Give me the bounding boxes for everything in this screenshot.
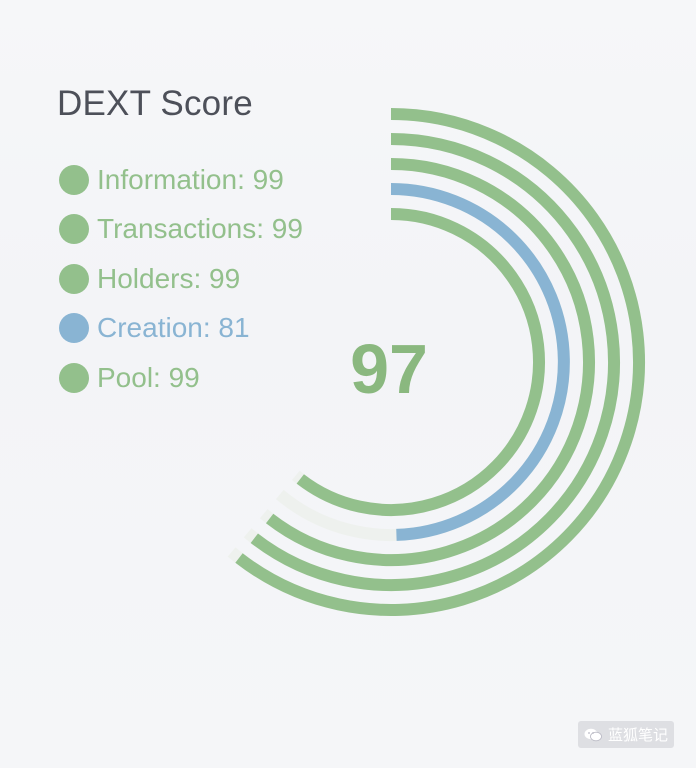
ring-bar-holders — [265, 158, 595, 566]
legend-item-creation: Creation: 81 — [59, 304, 303, 354]
chart-legend: Information: 99 Transactions: 99 Holders: … — [59, 155, 303, 403]
total-score-value: 97 — [350, 330, 428, 408]
ring-bar-pool — [296, 208, 545, 516]
watermark-text: 蓝狐笔记 — [607, 726, 668, 744]
legend-item-information: Information: 99 — [59, 155, 303, 205]
legend-dot — [59, 214, 89, 245]
ring-bar-transactions — [250, 133, 620, 591]
wechat-icon — [584, 728, 602, 741]
chart-title: DEXT Score — [57, 84, 253, 123]
legend-item-pool: Pool: 99 — [59, 353, 303, 403]
legend-dot — [59, 313, 89, 344]
legend-dot — [59, 164, 89, 195]
legend-label: Holders: 99 — [97, 262, 241, 294]
legend-label: Transactions: 99 — [97, 213, 303, 245]
legend-dot — [59, 362, 89, 393]
watermark: 蓝狐笔记 — [577, 721, 674, 748]
ring-series — [235, 108, 645, 616]
legend-label: Pool: 99 — [97, 361, 200, 393]
legend-dot — [59, 263, 89, 294]
legend-item-holders: Holders: 99 — [59, 254, 303, 304]
legend-item-transactions: Transactions: 99 — [59, 205, 303, 255]
legend-label: Creation: 81 — [97, 312, 250, 344]
ring-bar-creation — [390, 183, 570, 541]
ring-bar-information — [235, 108, 645, 616]
legend-label: Information: 99 — [97, 163, 284, 195]
